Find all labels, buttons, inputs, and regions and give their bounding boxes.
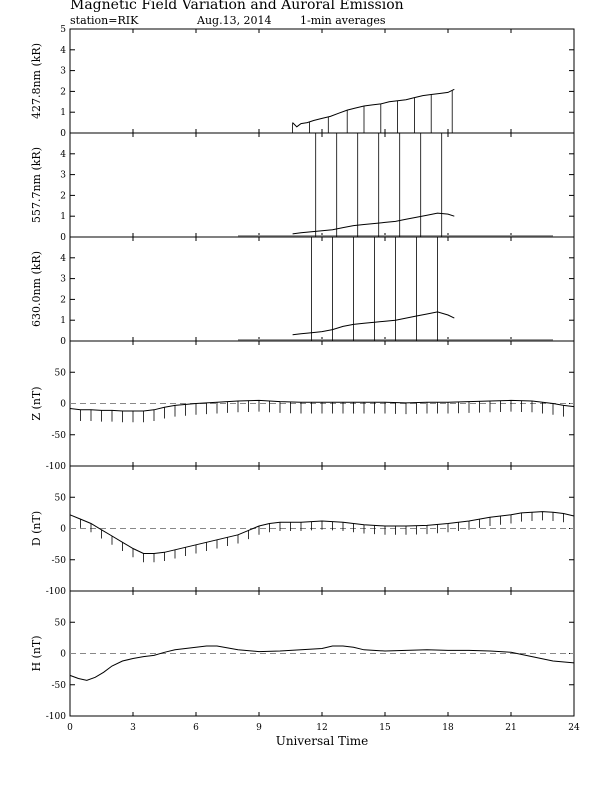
y-tick-label-Z: -100 (46, 462, 66, 472)
series-line-6300 (292, 311, 455, 336)
x-tick-label: 18 (442, 723, 454, 733)
chart-title: Magnetic Field Variation and Auroral Emi… (70, 0, 404, 13)
series-line-4278 (292, 88, 455, 128)
y-tick-label-5577: 0 (60, 233, 66, 243)
y-tick-label-D: 0 (60, 525, 66, 535)
x-tick-label: 0 (67, 723, 73, 733)
x-axis-label: Universal Time (276, 734, 369, 748)
y-tick-label-6300: 0 (60, 337, 66, 347)
y-tick-label-5577: 3 (60, 171, 66, 181)
panel-frame-6300 (69, 236, 575, 342)
y-tick-label-4278: 5 (60, 25, 66, 35)
averaging-label: 1-min averages (300, 14, 386, 27)
series-line-D (69, 511, 575, 554)
series-line-H (69, 645, 575, 681)
y-tick-label-4278: 0 (60, 129, 66, 139)
panel-frame-5577 (69, 132, 575, 238)
panel-frame-4278 (69, 28, 575, 134)
y-tick-label-Z: -50 (52, 431, 67, 441)
y-axis-label-5577: 557.7nm (kR) (30, 147, 43, 223)
y-tick-label-5577: 1 (60, 212, 66, 222)
y-tick-label-4278: 1 (60, 108, 66, 118)
y-axis-label-6300: 630.0nm (kR) (30, 251, 43, 327)
y-tick-label-H: -100 (46, 712, 66, 722)
y-tick-label-5577: 2 (60, 191, 66, 201)
y-tick-label-4278: 4 (60, 46, 66, 56)
x-tick-label: 24 (568, 723, 580, 733)
y-tick-label-4278: 2 (60, 87, 66, 97)
y-tick-label-5577: 4 (60, 150, 66, 160)
y-tick-label-H: 0 (60, 650, 66, 660)
y-tick-label-Z: 0 (60, 400, 66, 410)
y-tick-label-6300: 2 (60, 295, 66, 305)
y-axis-label-4278: 427.8nm (kR) (30, 43, 43, 119)
y-tick-label-D: -50 (52, 556, 67, 566)
y-tick-label-Z: 50 (55, 368, 67, 378)
y-tick-label-H: -50 (52, 681, 67, 691)
x-tick-label: 6 (193, 723, 199, 733)
station-label: station=RIK (70, 14, 139, 27)
y-tick-label-6300: 4 (60, 254, 66, 264)
y-tick-label-4278: 3 (60, 67, 66, 77)
x-tick-label: 12 (316, 723, 327, 733)
x-tick-label: 15 (379, 723, 391, 733)
y-axis-label-Z: Z (nT) (30, 386, 43, 420)
y-tick-label-H: 50 (55, 618, 67, 628)
y-axis-label-H: H (nT) (30, 635, 43, 671)
y-tick-label-D: -100 (46, 587, 66, 597)
x-tick-label: 21 (505, 723, 516, 733)
y-tick-label-D: 50 (55, 493, 67, 503)
y-tick-label-6300: 1 (60, 316, 66, 326)
x-tick-label: 9 (256, 723, 262, 733)
date-label: Aug.13, 2014 (197, 14, 272, 27)
y-tick-label-6300: 3 (60, 275, 66, 285)
x-tick-label: 3 (130, 723, 136, 733)
y-axis-label-D: D (nT) (30, 511, 43, 546)
series-line-5577 (292, 212, 455, 235)
